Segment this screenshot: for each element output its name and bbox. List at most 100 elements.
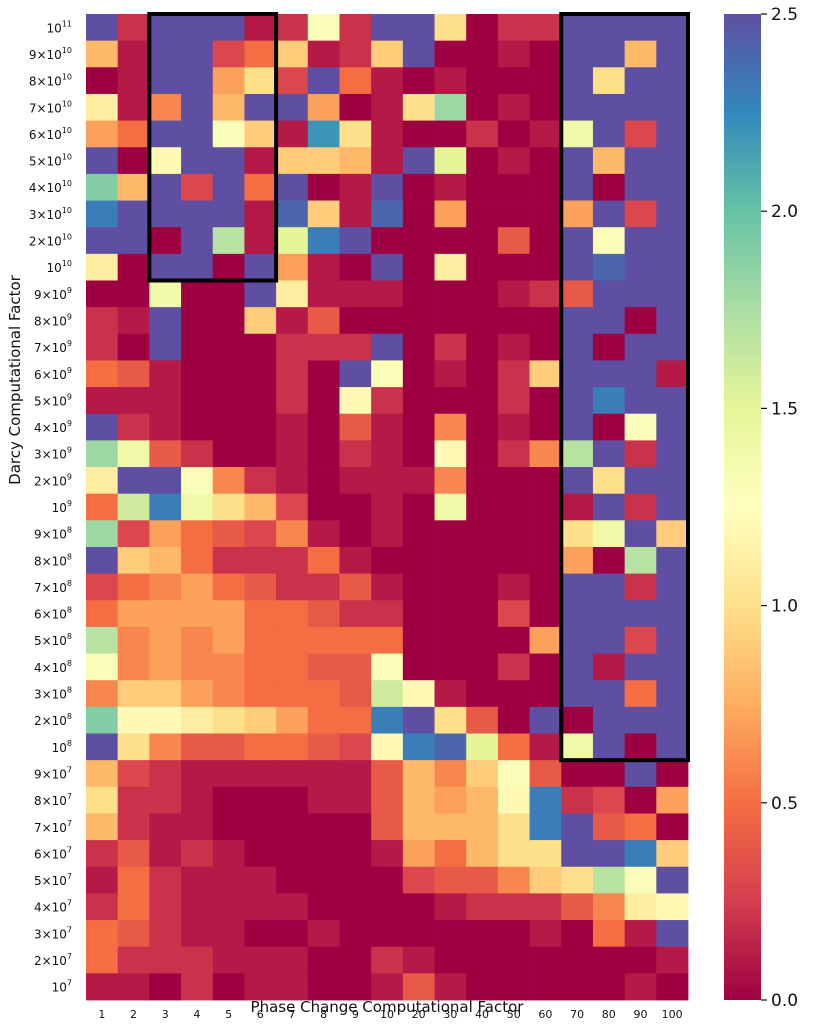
heatmap-cell (149, 253, 182, 281)
heatmap-cell (181, 893, 214, 921)
heatmap-cell (624, 200, 657, 228)
heatmap-cell (434, 893, 467, 921)
y-tick-label: 109 (52, 499, 72, 515)
heatmap-cell (497, 227, 530, 255)
heatmap-cell (529, 946, 562, 974)
heatmap-cell (434, 360, 467, 388)
heatmap-cell (497, 467, 530, 495)
y-tick-label: 6×107 (34, 845, 72, 861)
heatmap-cell (497, 680, 530, 708)
heatmap-cell (624, 493, 657, 521)
heatmap-cell (529, 706, 562, 734)
heatmap-cell (592, 546, 626, 575)
heatmap-cell (402, 493, 435, 521)
heatmap-cell (371, 813, 404, 841)
heatmap-cell (402, 600, 435, 628)
heatmap-cell (371, 173, 404, 201)
heatmap-cell (402, 467, 435, 495)
heatmap-cell (497, 93, 530, 121)
heatmap-cell (561, 280, 594, 308)
heatmap-cell (371, 573, 404, 601)
y-tick-label: 4×109 (34, 419, 72, 435)
heatmap-cell (656, 706, 689, 734)
y-tick-label: 1011 (47, 19, 72, 35)
heatmap-cell (656, 493, 689, 521)
heatmap-cell (624, 120, 657, 148)
heatmap-cell (339, 866, 372, 894)
heatmap-cell (624, 40, 657, 68)
heatmap-cell (212, 600, 245, 628)
heatmap-cell (307, 493, 340, 521)
heatmap-cell (371, 120, 404, 148)
x-tick-label: 80 (602, 1008, 616, 1021)
heatmap-cell (149, 440, 182, 468)
heatmap-cell (117, 573, 150, 601)
heatmap-cell (181, 440, 214, 468)
heatmap-cell (212, 786, 245, 814)
heatmap-cell (561, 680, 594, 708)
heatmap-cell (371, 973, 404, 1001)
heatmap-cell (117, 813, 150, 841)
heatmap-cell (149, 307, 182, 335)
heatmap-cell (339, 546, 372, 575)
heatmap-cell (307, 67, 340, 95)
heatmap-cell (466, 413, 499, 441)
heatmap-cell (339, 680, 372, 708)
heatmap-cell (371, 653, 404, 681)
heatmap-cell (181, 680, 214, 708)
heatmap-cell (339, 760, 372, 788)
heatmap-cell (276, 120, 309, 148)
heatmap-cell (529, 227, 562, 255)
heatmap-cell (149, 520, 182, 548)
heatmap-cell (149, 173, 182, 201)
x-tick-label: 2 (130, 1008, 137, 1021)
heatmap-cell (371, 520, 404, 548)
heatmap-cell (86, 93, 119, 121)
heatmap-cell (244, 40, 277, 68)
heatmap-cell (276, 680, 309, 708)
y-tick-label: 9×1010 (29, 46, 72, 62)
heatmap-cell (656, 866, 689, 894)
heatmap-cell (529, 120, 562, 148)
heatmap-cell (402, 200, 435, 228)
heatmap-cell (307, 387, 340, 415)
heatmap-cell (624, 227, 657, 255)
heatmap-cell (212, 467, 245, 495)
heatmap-cell (529, 147, 562, 175)
heatmap-cell (624, 706, 657, 734)
x-axis-label: Phase Change Computational Factor (251, 998, 525, 1016)
heatmap-cell (497, 866, 530, 894)
heatmap-cell (402, 813, 435, 841)
heatmap-cell (149, 200, 182, 228)
heatmap-cell (529, 866, 562, 894)
heatmap-cell (497, 120, 530, 148)
heatmap-cell (592, 173, 626, 201)
heatmap-cell (466, 786, 499, 814)
heatmap-cell (339, 493, 372, 521)
heatmap-cell (466, 200, 499, 228)
heatmap-cell (624, 280, 657, 308)
heatmap-cell (466, 40, 499, 68)
heatmap-cell (656, 520, 689, 548)
heatmap-cell (149, 147, 182, 175)
heatmap-cell (434, 706, 467, 734)
heatmap-cell (117, 760, 150, 788)
heatmap-cell (149, 280, 182, 308)
heatmap-cell (656, 333, 689, 361)
heatmap-cell (181, 573, 214, 601)
heatmap-cell (529, 546, 562, 575)
heatmap-cell (117, 840, 150, 868)
heatmap-cell (624, 866, 657, 894)
heatmap-cell (339, 920, 372, 948)
heatmap-cell (276, 413, 309, 441)
heatmap-cell (212, 893, 245, 921)
heatmap-cell (497, 973, 530, 1001)
x-tick-label: 20 (412, 1008, 426, 1021)
heatmap-cell (371, 147, 404, 175)
heatmap-cell (149, 467, 182, 495)
heatmap-cell (117, 893, 150, 921)
heatmap-cell (656, 67, 689, 95)
heatmap-cell (117, 227, 150, 255)
heatmap-cell (434, 173, 467, 201)
heatmap-cell (561, 227, 594, 255)
